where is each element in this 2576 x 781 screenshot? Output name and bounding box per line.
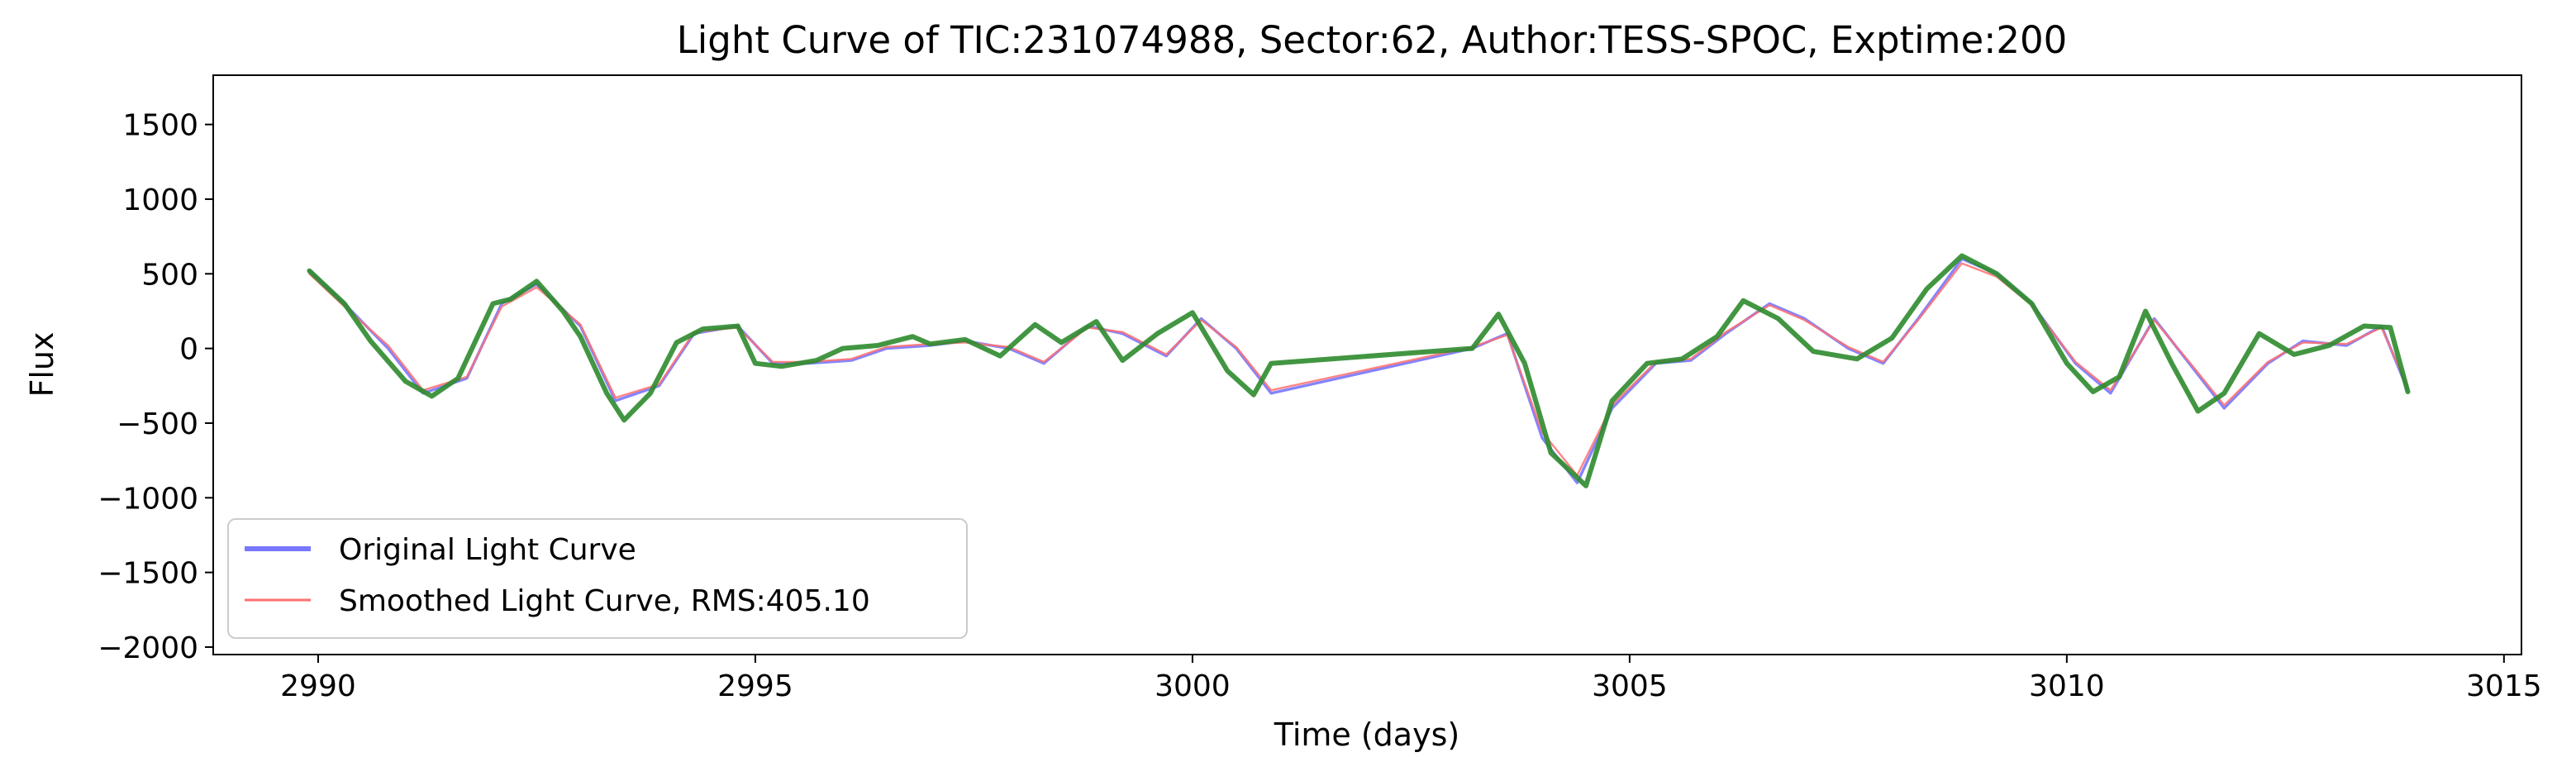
x-tick-label: 3010: [2029, 669, 2105, 703]
axis-ticks: 2990 2995 3000 3005 3010 3015 −2000 −1500 −1000 −…: [98, 109, 2541, 703]
x-tick-label: 2995: [717, 669, 793, 703]
plot-frame: [212, 74, 2522, 655]
chart-title: Light Curve of TIC:231074988, Sector:62,…: [677, 18, 2068, 62]
y-tick-label: 0: [179, 333, 198, 367]
legend-label-smoothed: Smoothed Light Curve, RMS:405.10: [339, 584, 870, 618]
y-tick-label: −500: [117, 407, 198, 441]
series-smoothed-light-curve: [308, 262, 2409, 477]
legend-label-original: Original Light Curve: [339, 533, 636, 567]
x-tick-label: 3005: [1592, 669, 1668, 703]
y-tick-label: −1500: [98, 557, 198, 591]
plot-area: [307, 253, 2411, 488]
y-tick-label: 500: [141, 258, 198, 292]
series-trend-line: [307, 253, 2411, 488]
y-tick-label: 1000: [122, 183, 198, 217]
x-tick-label: 3000: [1155, 669, 1231, 703]
series-original-light-curve: [307, 257, 2410, 484]
y-tick-label: 1500: [122, 109, 198, 143]
legend-box: [227, 518, 968, 639]
x-axis-label: Time (days): [1274, 717, 1459, 753]
x-tick-label: 2990: [280, 669, 356, 703]
y-axis-label: Flux: [24, 332, 60, 398]
y-tick-label: −2000: [98, 631, 198, 665]
x-tick-label: 3015: [2466, 669, 2542, 703]
legend: Original Light Curve Smoothed Light Curv…: [227, 518, 968, 639]
y-tick-label: −1000: [98, 482, 198, 516]
